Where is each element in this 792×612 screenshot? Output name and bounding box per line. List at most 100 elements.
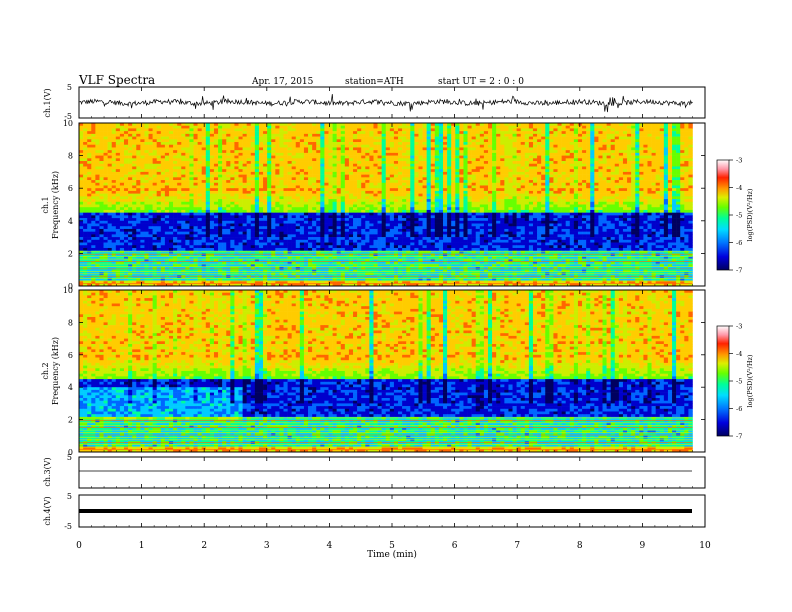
spectrogram-cell: [168, 169, 174, 173]
spectrogram-cell: [467, 163, 472, 167]
spectrogram-cell: [647, 171, 652, 175]
spectrogram-cell: [336, 131, 342, 135]
spectrogram-cell: [189, 182, 194, 186]
spectrogram-cell: [377, 142, 382, 146]
spectrogram-cell: [357, 207, 362, 211]
spectrogram-cell: [197, 158, 202, 162]
spectrogram-cell: [205, 171, 211, 175]
spectrogram-cell: [136, 158, 141, 162]
spectrogram-cell: [402, 190, 407, 194]
spectrogram-cell: [434, 139, 440, 143]
spectrogram-cell: [545, 155, 550, 159]
spectrogram-cell: [115, 152, 121, 156]
spectrogram-cell: [622, 196, 628, 200]
spectrogram-cell: [177, 123, 182, 127]
spectrogram-cell: [369, 193, 374, 197]
spectrogram-cell: [622, 199, 628, 203]
spectrogram-cell: [246, 185, 252, 189]
spectrogram-cell: [606, 139, 611, 143]
spectrogram-cell: [140, 212, 145, 216]
spectrogram-cell: [79, 133, 84, 137]
spectrogram-cell: [573, 174, 579, 178]
spectrogram-cell: [91, 177, 96, 181]
spectrogram-cell: [373, 204, 378, 208]
spectrogram-cell: [168, 163, 174, 167]
spectrogram-cell: [680, 163, 685, 167]
spectrogram-cell: [148, 196, 153, 200]
spectrogram-cell: [569, 150, 575, 154]
spectrogram-cell: [569, 139, 575, 143]
spectrogram-cell: [275, 158, 280, 162]
spectrogram-cell: [197, 207, 202, 211]
spectrogram-cell: [594, 174, 599, 178]
spectrogram-cell: [553, 139, 558, 143]
spectrogram-cell: [598, 207, 603, 211]
spectrogram-cell: [209, 174, 215, 178]
spectrogram-cell: [402, 158, 407, 162]
spectrogram-cell: [647, 150, 652, 154]
spectrogram-cell: [663, 139, 669, 143]
spectrogram-cell: [373, 131, 378, 135]
spectrogram-cell: [532, 131, 538, 135]
spectrogram-cell: [99, 123, 104, 127]
spectrogram-cell: [598, 201, 603, 205]
spectrogram-cell: [242, 207, 247, 211]
spectrogram-cell: [344, 158, 350, 162]
spectrogram-cell: [95, 123, 100, 127]
spectrogram-cell: [483, 171, 489, 175]
spectrogram-cell: [83, 163, 88, 167]
spectrogram-cell: [271, 150, 276, 154]
spectrogram-cell: [622, 161, 628, 165]
spectrogram-cell: [618, 152, 624, 156]
spectrogram-cell: [344, 152, 350, 156]
spectrogram-cell: [573, 142, 579, 146]
spectrogram-cell: [115, 171, 121, 175]
spectrogram-cell: [655, 209, 661, 213]
spectrogram-cell: [185, 139, 190, 143]
spectrogram-cell: [291, 142, 297, 146]
spectrogram-cell: [418, 199, 423, 203]
spectrogram-cell: [267, 177, 272, 181]
spectrogram-cell: [508, 133, 513, 137]
spectrogram-cell: [524, 188, 530, 192]
spectrogram-cell: [504, 166, 509, 170]
spectrogram-cell: [398, 152, 403, 156]
spectrogram-cell: [627, 204, 632, 208]
spectrogram-cell: [111, 133, 117, 137]
spectrogram-cell: [152, 155, 158, 159]
spectrogram-cell: [344, 201, 350, 205]
spectrogram-cell: [189, 201, 194, 205]
spectrogram-cell: [144, 182, 149, 186]
spectrogram-cell: [438, 131, 444, 135]
spectrogram-cell: [406, 188, 411, 192]
spectrogram-cell: [344, 139, 350, 143]
spectrogram-cell: [602, 185, 607, 189]
spectrogram-cell: [99, 185, 104, 189]
spectrogram-cell: [222, 180, 227, 184]
spectrogram-cell: [586, 207, 591, 211]
spectrogram-cell: [242, 150, 247, 154]
spectrogram-cell: [103, 133, 108, 137]
spectrogram-cell: [209, 139, 215, 143]
spectrogram-cell: [79, 171, 84, 175]
spectrogram-cell: [676, 180, 681, 184]
spectrogram-cell: [140, 150, 145, 154]
spectrogram-cell: [459, 209, 464, 213]
spectrogram-cell: [312, 193, 317, 197]
spectrogram-cell: [627, 169, 632, 173]
spectrogram-cell: [324, 182, 329, 186]
spectrogram-cell: [459, 207, 464, 211]
spectrogram-cell: [328, 207, 333, 211]
spectrogram-cell: [123, 174, 129, 178]
spectrogram-cell: [197, 212, 202, 216]
spectrogram-cell: [123, 131, 129, 135]
spectrogram-cell: [181, 158, 186, 162]
spectrogram-cell: [577, 209, 583, 213]
spectrogram-cell: [447, 201, 452, 205]
spectrogram-cell: [193, 180, 198, 184]
spectrogram-cell: [185, 177, 190, 181]
spectrogram-cell: [115, 196, 121, 200]
spectrogram-cell: [549, 174, 554, 178]
spectrogram-cell: [205, 123, 211, 127]
